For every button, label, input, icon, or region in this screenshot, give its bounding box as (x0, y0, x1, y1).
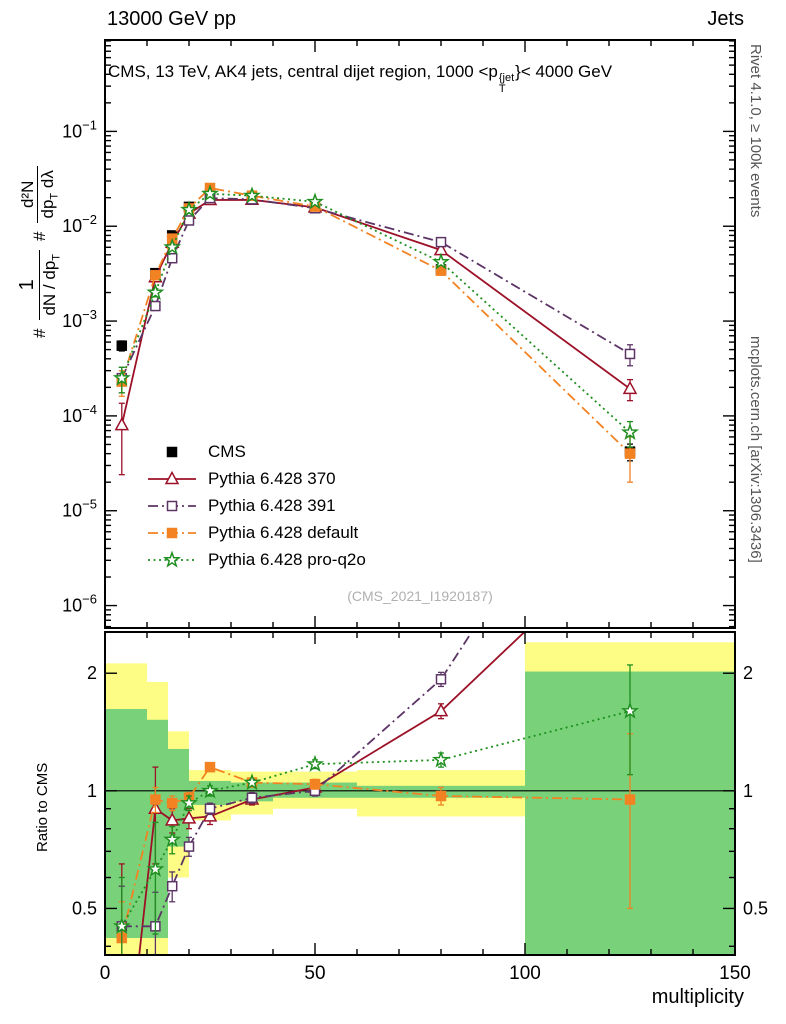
legend-sample-square-icon (148, 500, 196, 511)
pt-jet-symbol: {jet T (498, 72, 515, 95)
hash-symbol: # (29, 328, 49, 338)
ratio-y-axis-label: Ratio to CMS (34, 762, 51, 852)
svg-text:100: 100 (509, 963, 541, 984)
fraction-one-over-dndpt: 1 dN / dpT (16, 249, 64, 320)
svg-text:10−1: 10−1 (62, 117, 97, 141)
mcplots-credit-label: mcplots.cern.ch [arXiv:1306.3436] (747, 336, 764, 563)
beam-energy-label: 13000 GeV pp (107, 8, 236, 30)
legend-label: CMS (208, 441, 246, 461)
svg-text:2: 2 (87, 663, 97, 683)
x-axis-label: multiplicity (651, 986, 744, 1008)
svg-text:0.5: 0.5 (72, 898, 97, 918)
svg-text:10−4: 10−4 (62, 402, 97, 426)
legend-label: Pythia 6.428 default (208, 522, 359, 542)
plot-title-text: CMS, 13 TeV, AK4 jets, central dijet reg… (108, 62, 498, 81)
legend-item: CMS (146, 438, 366, 465)
svg-text:1: 1 (743, 781, 753, 801)
svg-text:150: 150 (719, 963, 751, 984)
legend-sample-triangle-icon (148, 470, 196, 484)
svg-text:10−3: 10−3 (62, 307, 97, 331)
legend-label: Pythia 6.428 pro-q2o (208, 549, 366, 569)
legend-label: Pythia 6.428 370 (208, 468, 336, 488)
svg-text:2: 2 (743, 663, 753, 683)
legend: CMS Pythia 6.428 370 Pythia 6.428 391 Pythi… (146, 438, 366, 573)
rivet-version-label: Rivet 4.1.0, ≥ 100k events (747, 44, 764, 218)
plot-title: CMS, 13 TeV, AK4 jets, central dijet reg… (108, 62, 613, 95)
legend-label: Pythia 6.428 391 (208, 495, 336, 515)
svg-text:10−2: 10−2 (62, 212, 97, 236)
main-y-axis-label: # 1 dN / dpT # d²N dpT dλ (16, 166, 64, 338)
hash-symbol: # (29, 231, 49, 241)
legend-sample-square-icon (166, 446, 178, 457)
legend-item: Pythia 6.428 pro-q2o (146, 546, 366, 573)
svg-text:0: 0 (100, 963, 111, 984)
svg-text:50: 50 (304, 963, 325, 984)
legend-sample-star-icon (148, 550, 196, 568)
svg-text:10−5: 10−5 (62, 497, 97, 521)
legend-item: Pythia 6.428 default (146, 519, 366, 546)
fraction-d2n-over-dptdlambda: d²N dpT dλ (18, 166, 62, 223)
svg-text:10−6: 10−6 (62, 592, 97, 616)
legend-item: Pythia 6.428 370 (146, 465, 366, 492)
svg-text:1: 1 (87, 781, 97, 801)
legend-sample-square-icon (148, 527, 196, 538)
svg-text:0.5: 0.5 (743, 898, 768, 918)
legend-item: Pythia 6.428 391 (146, 492, 366, 519)
analysis-group-label: Jets (707, 8, 744, 30)
analysis-id-watermark: (CMS_2021_I1920187) (347, 588, 493, 604)
